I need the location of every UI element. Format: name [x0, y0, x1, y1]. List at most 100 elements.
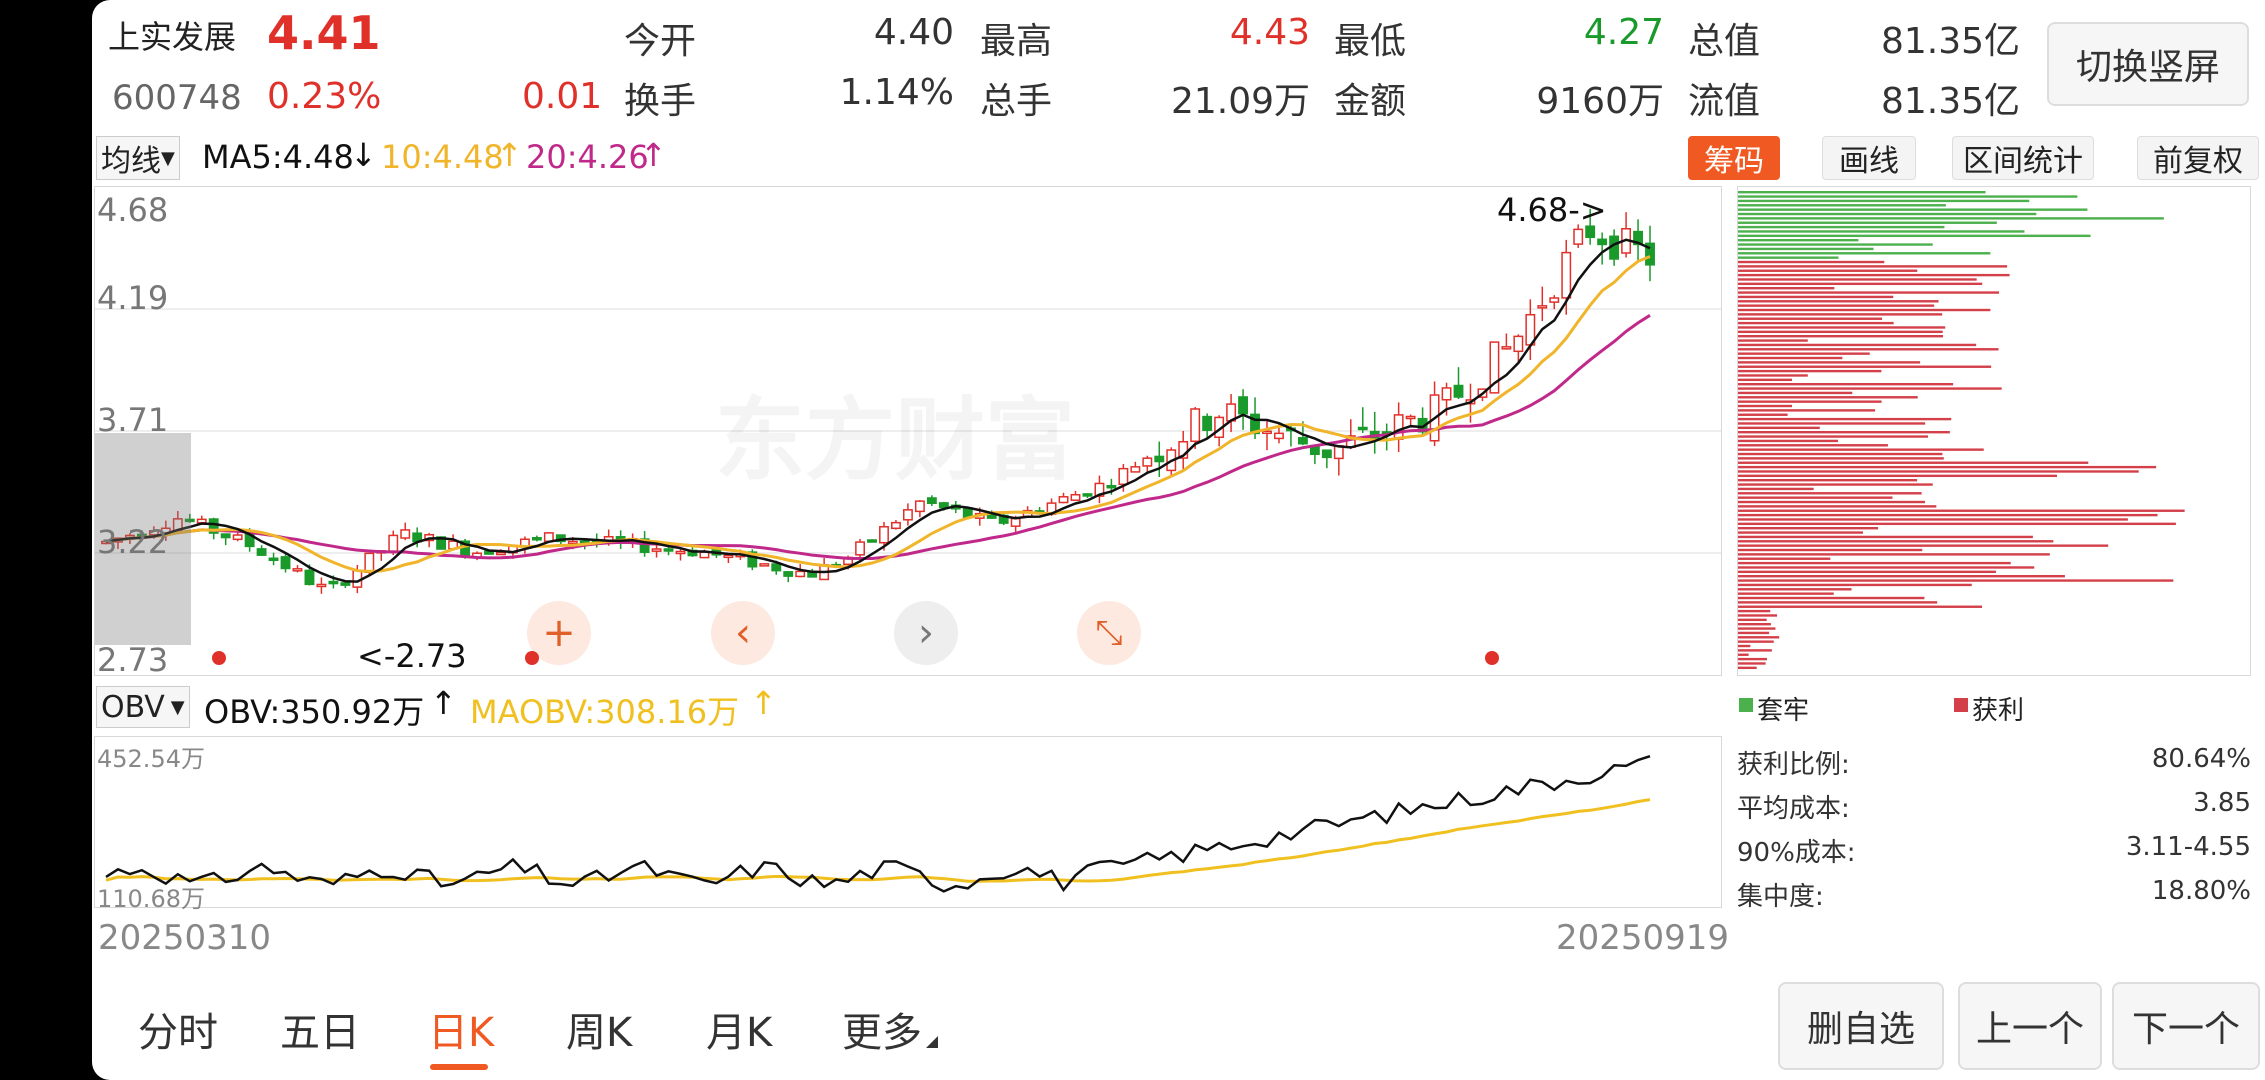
previous-button[interactable]: 上一个 — [1958, 982, 2102, 1070]
chip-bar — [1738, 361, 1921, 364]
kline-svg — [95, 208, 1721, 594]
chip-distribution — [1737, 186, 2251, 676]
chip-bar — [1738, 225, 1945, 229]
candle-body — [1238, 396, 1249, 415]
stat-value: 3.11-4.55 — [2125, 832, 2251, 862]
candle-body — [1453, 384, 1464, 398]
quote-label: 总手 — [980, 81, 1053, 122]
chip-bar — [1738, 657, 1768, 661]
scroll-left-icon[interactable]: ‹ — [711, 601, 775, 665]
candle-body — [232, 534, 243, 541]
chip-bar — [1738, 295, 1894, 299]
chip-bar — [1738, 234, 2091, 238]
chip-bar — [1738, 570, 1996, 574]
range-stats-button[interactable]: 区间统计 — [1952, 136, 2094, 180]
chip-bar — [1738, 352, 1870, 355]
tab-five-day[interactable]: 五日 — [280, 1010, 360, 1056]
legend-trapped-label: 套牢 — [1757, 696, 1810, 726]
chip-bar — [1738, 444, 1888, 447]
obv-chart[interactable]: 452.54万 110.68万 — [94, 736, 1722, 913]
tab-monthly-k[interactable]: 月K — [706, 1010, 773, 1056]
chip-bar — [1738, 413, 1788, 416]
chip-bar — [1738, 365, 1992, 368]
chip-bar — [1738, 492, 1922, 495]
quote-label: 总值 — [1688, 21, 1761, 62]
candle-body — [340, 582, 351, 586]
high-marker: 4.68-> — [1497, 191, 1607, 229]
change-amount: 0.01 — [522, 76, 603, 117]
active-tab-indicator — [430, 1064, 488, 1070]
tab-intraday[interactable]: 分时 — [138, 1010, 218, 1056]
chip-bar — [1738, 321, 1894, 325]
chip-bar — [1738, 417, 1952, 421]
chip-bar — [1738, 287, 1835, 290]
y-tick-5: 2.73 — [97, 641, 169, 679]
candle-body — [531, 537, 542, 541]
chip-bar — [1738, 221, 1997, 224]
tab-daily-k[interactable]: 日K — [428, 1010, 495, 1056]
chip-bar — [1738, 282, 1983, 286]
obv-svg — [105, 755, 1651, 893]
stat-label: 获利比例: — [1737, 750, 1850, 780]
chip-bar — [1738, 452, 1943, 456]
candle-body — [388, 534, 399, 552]
chip-bar — [1738, 400, 1882, 403]
y-tick-1: 4.68 — [97, 191, 169, 229]
tab-more[interactable]: 更多 — [842, 1010, 922, 1056]
ma-selector[interactable]: 均线 ▼ — [96, 136, 180, 180]
chip-bar — [1738, 291, 2000, 294]
corner-triangle-icon — [926, 1036, 938, 1048]
chip-bar — [1738, 662, 1766, 665]
legend-trapped-swatch — [1739, 698, 1753, 712]
signal-dot — [212, 651, 226, 665]
chip-bar — [1738, 217, 2164, 220]
candle-body — [723, 554, 734, 559]
chip-bar — [1738, 208, 2088, 211]
candle-body — [759, 563, 770, 567]
chip-bar — [1738, 474, 2057, 478]
candle-body — [1573, 228, 1584, 245]
chip-bar — [1738, 404, 1793, 408]
indicator-selector[interactable]: OBV ▼ — [96, 686, 190, 728]
stock-detail-screen: 上实发展 4.41 600748 0.23% 0.01 切换竖屏 均线 ▼ MA5… — [92, 0, 2265, 1080]
quote-label: 最高 — [980, 21, 1053, 62]
chips-button[interactable]: 筹码 — [1688, 136, 1780, 180]
draw-line-button[interactable]: 画线 — [1822, 136, 1916, 180]
stock-price: 4.41 — [267, 6, 381, 60]
chip-bar — [1738, 614, 1778, 617]
candle-body — [1393, 414, 1404, 440]
candle-body — [1489, 341, 1500, 394]
stat-label: 90%成本: — [1737, 838, 1856, 868]
chip-bar — [1738, 592, 1834, 595]
quote-label: 最低 — [1334, 21, 1407, 62]
chip-bar — [1738, 435, 1929, 438]
chip-bar — [1738, 605, 1983, 608]
next-button[interactable]: 下一个 — [2112, 982, 2260, 1070]
chip-bar — [1738, 623, 1771, 626]
switch-portrait-button[interactable]: 切换竖屏 — [2047, 22, 2249, 106]
kline-chart[interactable]: 东方财富 4.68 4.19 3.71 3.22 2.73 4.68-> <-2… — [94, 186, 1722, 679]
zoom-out-icon[interactable]: ⤡ — [1077, 601, 1141, 665]
quote-value: 81.35亿 — [1880, 81, 2020, 122]
candle-body — [1513, 335, 1524, 353]
scroll-right-icon[interactable]: › — [894, 601, 958, 665]
chip-bar — [1738, 317, 1883, 320]
candle-body — [148, 530, 159, 536]
forward-adjust-button[interactable]: 前复权 — [2137, 136, 2259, 180]
stat-value: 18.80% — [2151, 876, 2251, 906]
quote-label: 今开 — [624, 21, 697, 62]
drag-handle[interactable] — [95, 433, 191, 645]
chip-bar — [1738, 243, 1933, 246]
candle-body — [867, 539, 877, 543]
chip-bar — [1738, 535, 2033, 539]
chip-bar — [1738, 627, 1776, 630]
candle-body — [1070, 494, 1081, 501]
dropdown-arrow-icon: ▼ — [161, 147, 175, 169]
remove-watchlist-button[interactable]: 删自选 — [1778, 982, 1944, 1070]
tab-weekly-k[interactable]: 周K — [566, 1010, 633, 1056]
chip-bar — [1738, 640, 1774, 643]
chip-svg — [1738, 191, 2185, 670]
chip-bar — [1738, 505, 1937, 508]
chip-bar — [1738, 195, 2078, 198]
maobv-value: MAOBV:308.16万 — [470, 693, 740, 731]
